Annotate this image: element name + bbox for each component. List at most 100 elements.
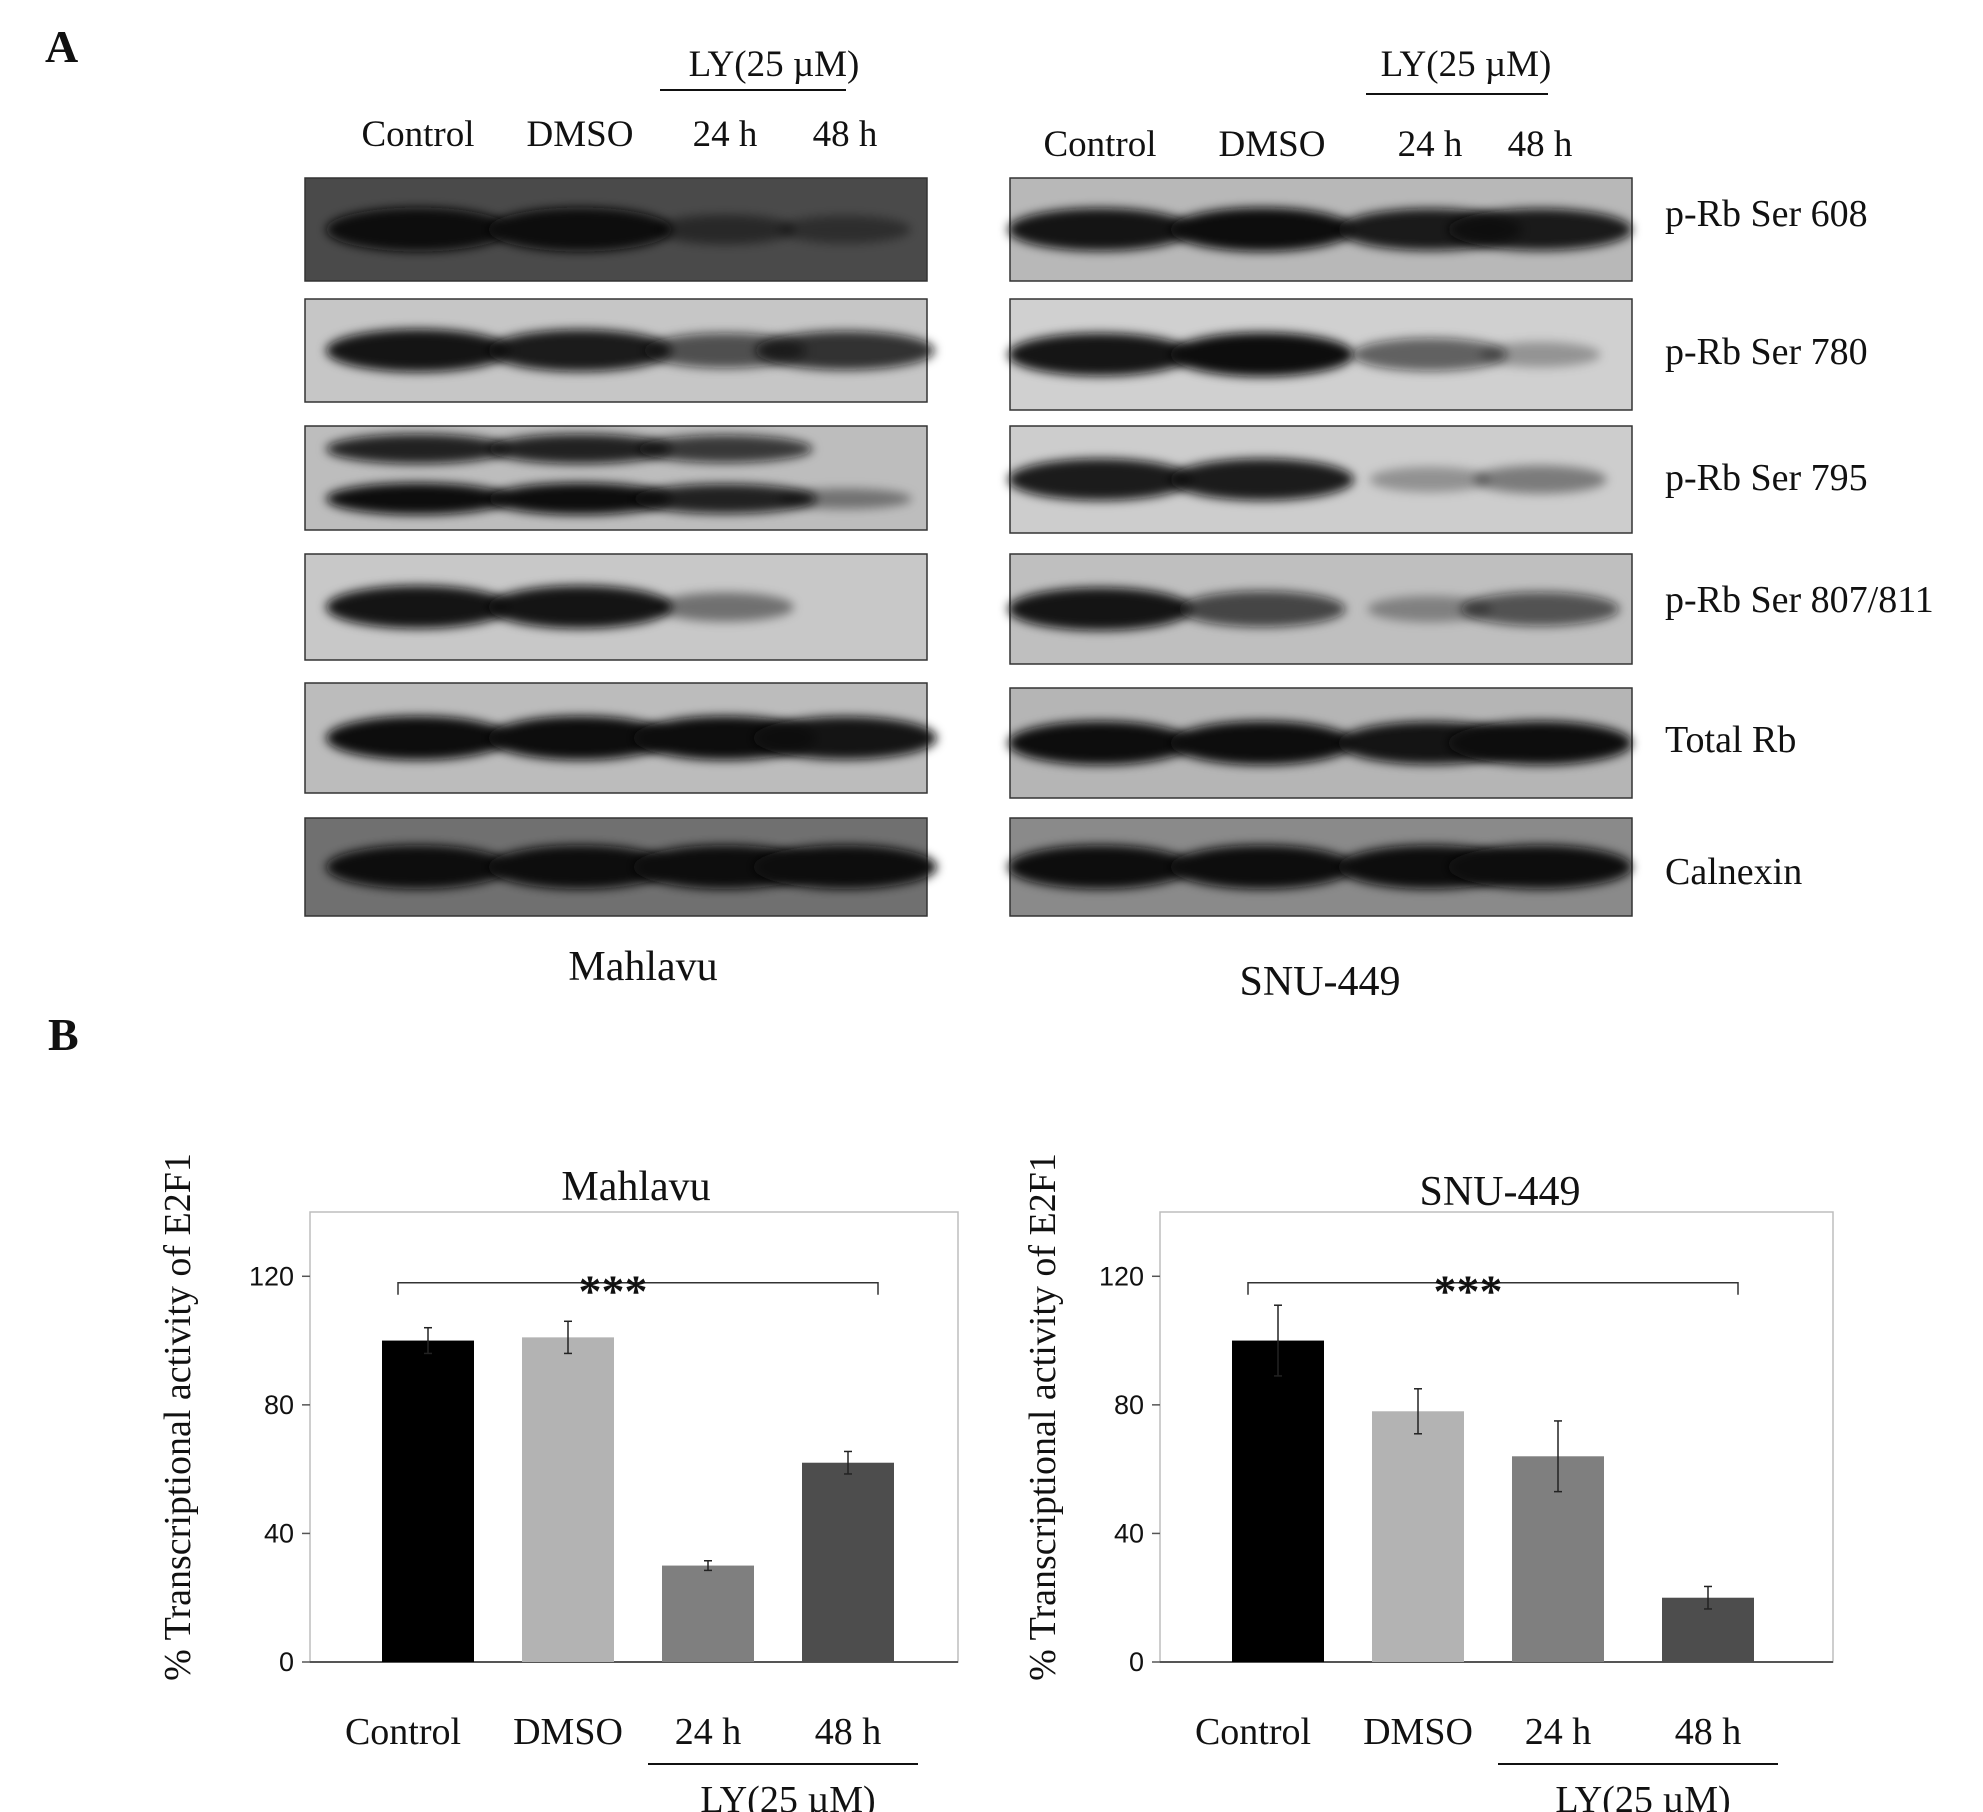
panel-a-letter: A	[45, 21, 78, 72]
mahlavu-band-p-rb-ser-807-811-lane-1	[326, 585, 510, 629]
mahlavu-band-p-rb-ser-608-lane-2	[488, 207, 672, 252]
snu449-band-p-rb-ser-780-lane-1	[1008, 332, 1192, 377]
mahlavu-band-p-rb-ser-608-lane-1	[326, 207, 510, 252]
snu449-lane-24h: 24 h	[1398, 124, 1463, 165]
snu449-band-p-rb-ser-807-811-lane-3	[1367, 595, 1493, 623]
snu449-y-tick-120: 120	[1099, 1261, 1144, 1291]
mahlavu-category-label-4: 48 h	[815, 1711, 882, 1753]
snu449-band-total-rb-lane-4	[1448, 721, 1632, 765]
snu449-band-calnexin-lane-1	[1008, 845, 1192, 889]
blot-labels: p-Rb Ser 608 p-Rb Ser 780 p-Rb Ser 795 p-Rb…	[1665, 193, 1934, 893]
snu449-significance-bracket	[1247, 1281, 1739, 1295]
mahlavu-band-p-rb-ser-795-lane-4-2	[778, 488, 912, 510]
mahlavu-error-bar-1	[424, 1326, 432, 1355]
snu449-y-tick-0: 0	[1129, 1647, 1144, 1677]
mahlavu-y-tick-40: 40	[264, 1518, 294, 1548]
mahlavu-band-total-rb-lane-1	[326, 716, 510, 760]
snu449-band-p-rb-ser-608-lane-4	[1448, 208, 1632, 251]
snu449-band-p-rb-ser-795-lane-3	[1369, 466, 1491, 493]
blot-label-p-rb-ser-780: p-Rb Ser 780	[1665, 331, 1868, 373]
mahlavu-band-p-rb-ser-795-lane-3-1	[637, 435, 813, 463]
blot-label-total-rb: Total Rb	[1665, 719, 1796, 761]
mahlavu-bar-24h	[662, 1565, 754, 1662]
snu449-error-bar-2	[1414, 1388, 1422, 1435]
mahlavu-band-calnexin-lane-2	[488, 845, 672, 889]
snu449-error-bar-3	[1554, 1420, 1562, 1493]
snu449-treatment-label: LY(25 µM)	[1381, 44, 1552, 85]
mahlavu-band-p-rb-ser-780-lane-1	[326, 328, 510, 373]
snu449-category-label-3: 24 h	[1525, 1711, 1592, 1753]
mahlavu-error-bar-3	[704, 1560, 712, 1572]
mahlavu-blot-header: LY(25 µM) Control DMSO 24 h 48 h	[361, 44, 877, 155]
mahlavu-y-tick-80: 80	[264, 1390, 294, 1420]
snu449-band-p-rb-ser-807-811-lane-2	[1178, 590, 1346, 628]
snu449-blot-header: LY(25 µM) Control DMSO 24 h 48 h	[1043, 44, 1572, 165]
panel-b-letter: B	[48, 1009, 79, 1060]
snu449-error-bar-4	[1704, 1585, 1712, 1610]
snu449-blots	[1008, 177, 1633, 917]
snu449-chart-title: SNU-449	[1419, 1169, 1580, 1215]
mahlavu-cell-line-label: Mahlavu	[568, 944, 717, 990]
snu449-treatment-label: LY(25 µM)	[1555, 1779, 1730, 1812]
snu449-band-calnexin-lane-2	[1170, 845, 1354, 889]
snu449-band-p-rb-ser-608-lane-2	[1170, 207, 1354, 252]
mahlavu-blots	[304, 177, 937, 917]
snu449-band-p-rb-ser-795-lane-1	[1008, 458, 1192, 501]
blot-label-p-rb-ser-608: p-Rb Ser 608	[1665, 193, 1868, 235]
snu449-cell-line-label: SNU-449	[1239, 959, 1400, 1005]
mahlavu-band-p-rb-ser-608-lane-3	[654, 214, 796, 245]
mahlavu-significance-bracket	[397, 1281, 879, 1295]
snu449-band-p-rb-ser-795-lane-2	[1170, 458, 1354, 501]
mahlavu-band-calnexin-lane-1	[326, 845, 510, 889]
mahlavu-category-label-1: Control	[345, 1711, 461, 1753]
mahlavu-y-tick-0: 0	[279, 1647, 294, 1677]
mahlavu-band-calnexin-lane-4	[753, 845, 937, 889]
snu449-significance-label: ***	[1434, 1266, 1503, 1317]
snu449-y-tick-80: 80	[1114, 1390, 1144, 1420]
snu449-bar-dmso	[1372, 1411, 1464, 1662]
mahlavu-bar-48h	[802, 1462, 894, 1662]
mahlavu-lane-48h: 48 h	[813, 114, 878, 155]
mahlavu-significance-label: ***	[579, 1266, 648, 1317]
mahlavu-category-label-3: 24 h	[675, 1711, 742, 1753]
mahlavu-treatment-label: LY(25 µM)	[700, 1779, 875, 1812]
mahlavu-e2f1-chart: Mahlavu % Transcriptional activity of E2F…	[157, 1153, 959, 1812]
mahlavu-treatment-label: LY(25 µM)	[689, 44, 860, 85]
mahlavu-band-p-rb-ser-608-lane-4	[779, 215, 911, 244]
snu449-lane-control: Control	[1043, 124, 1156, 165]
mahlavu-band-p-rb-ser-795-lane-2-2	[488, 482, 672, 515]
snu449-band-p-rb-ser-795-lane-4	[1473, 465, 1607, 494]
snu449-y-tick-40: 40	[1114, 1518, 1144, 1548]
mahlavu-band-p-rb-ser-807-811-lane-3	[656, 592, 794, 622]
snu449-category-label-1: Control	[1195, 1711, 1311, 1753]
snu449-band-calnexin-lane-4	[1448, 845, 1632, 889]
mahlavu-lane-control: Control	[361, 114, 474, 155]
snu449-band-total-rb-lane-1	[1008, 721, 1192, 765]
mahlavu-band-total-rb-lane-2	[488, 716, 672, 760]
snu449-category-label-4: 48 h	[1675, 1711, 1742, 1753]
mahlavu-band-p-rb-ser-795-lane-3-2	[633, 483, 817, 514]
snu449-band-p-rb-ser-807-811-lane-4	[1460, 591, 1620, 627]
mahlavu-lane-24h: 24 h	[693, 114, 758, 155]
mahlavu-chart-title: Mahlavu	[561, 1164, 710, 1210]
mahlavu-band-p-rb-ser-795-lane-2-1	[488, 433, 672, 464]
snu449-y-axis-label: % Transcriptional activity of E2F1	[1022, 1153, 1064, 1681]
mahlavu-lane-dmso: DMSO	[527, 114, 634, 155]
mahlavu-band-p-rb-ser-780-lane-2	[488, 329, 672, 372]
mahlavu-y-axis-label: % Transcriptional activity of E2F1	[157, 1153, 199, 1681]
snu449-band-p-rb-ser-807-811-lane-1	[1008, 587, 1192, 631]
blot-label-p-rb-ser-795: p-Rb Ser 795	[1665, 457, 1868, 499]
snu449-category-label-2: DMSO	[1363, 1711, 1473, 1753]
snu449-lane-48h: 48 h	[1508, 124, 1573, 165]
blot-label-p-rb-ser-807-811: p-Rb Ser 807/811	[1665, 579, 1934, 621]
mahlavu-y-tick-120: 120	[249, 1261, 294, 1291]
snu449-band-total-rb-lane-2	[1170, 721, 1354, 765]
snu449-band-p-rb-ser-608-lane-1	[1008, 207, 1192, 252]
snu449-band-p-rb-ser-780-lane-2	[1170, 332, 1354, 377]
mahlavu-band-p-rb-ser-780-lane-4	[755, 330, 935, 371]
blot-label-calnexin: Calnexin	[1665, 851, 1802, 893]
mahlavu-category-label-2: DMSO	[513, 1711, 623, 1753]
mahlavu-error-bar-2	[564, 1320, 572, 1355]
snu449-bar-control	[1232, 1340, 1324, 1662]
